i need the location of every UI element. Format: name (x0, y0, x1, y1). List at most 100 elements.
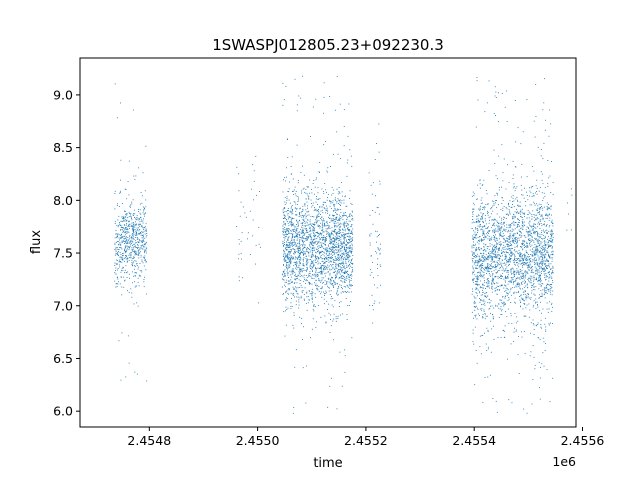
data-point (371, 294, 373, 296)
data-point (514, 291, 516, 293)
data-point (126, 277, 128, 278)
data-point (481, 259, 483, 261)
data-point (524, 282, 526, 284)
data-point (301, 287, 303, 288)
data-point (130, 240, 132, 241)
data-point (124, 241, 126, 242)
data-point (136, 230, 138, 231)
data-point (477, 268, 479, 269)
data-point (114, 249, 116, 250)
data-point (289, 257, 290, 259)
data-point (321, 288, 323, 290)
data-point (134, 218, 136, 220)
data-point (311, 278, 313, 279)
data-point (295, 273, 296, 275)
data-point (310, 337, 311, 339)
data-point (142, 172, 144, 174)
data-point (284, 256, 286, 258)
data-point (531, 185, 533, 187)
data-point (145, 199, 147, 201)
data-point (324, 241, 326, 243)
data-point (480, 226, 482, 227)
data-point (296, 208, 298, 209)
data-point (379, 180, 381, 182)
data-point (544, 221, 546, 222)
data-point (483, 225, 485, 227)
data-point (127, 226, 129, 227)
data-point (307, 237, 309, 239)
data-point (121, 294, 123, 296)
data-point (551, 310, 553, 312)
data-point (344, 214, 346, 216)
data-point (546, 206, 548, 207)
data-point (300, 269, 302, 271)
data-point (122, 241, 124, 242)
data-point (548, 135, 550, 137)
data-point (315, 274, 317, 276)
data-point (323, 262, 325, 264)
data-point (123, 267, 124, 269)
data-point (325, 228, 327, 230)
data-point (349, 267, 350, 269)
data-point (517, 282, 519, 284)
data-point (513, 259, 515, 260)
data-point (309, 230, 311, 232)
data-point (287, 232, 289, 234)
data-point (500, 241, 502, 243)
data-point (140, 254, 142, 256)
data-point (516, 210, 518, 212)
data-point (527, 231, 529, 233)
data-point (313, 234, 315, 236)
data-point (478, 278, 479, 280)
data-point (534, 223, 536, 225)
data-point (340, 257, 342, 259)
data-point (141, 220, 143, 222)
data-point (533, 232, 535, 234)
data-point (506, 208, 508, 210)
data-point (242, 206, 244, 208)
data-point (313, 247, 314, 249)
data-point (540, 281, 541, 283)
data-point (346, 284, 348, 286)
data-point (300, 222, 302, 224)
data-point (289, 228, 291, 230)
data-point (122, 266, 124, 268)
data-point (121, 216, 123, 218)
data-point (520, 216, 522, 218)
data-point (295, 214, 297, 216)
data-point (304, 205, 306, 207)
data-point (493, 229, 495, 231)
data-point (518, 277, 520, 279)
data-point (286, 254, 288, 256)
data-point (323, 251, 325, 253)
data-point (343, 223, 345, 225)
data-point (145, 222, 147, 224)
data-point (120, 102, 121, 104)
data-point (527, 267, 528, 269)
data-point (550, 245, 552, 246)
data-point (512, 218, 514, 220)
data-point (474, 309, 476, 311)
data-point (321, 246, 323, 248)
data-point (520, 143, 522, 145)
data-point (507, 270, 509, 272)
data-point (497, 231, 499, 233)
data-point (498, 248, 500, 250)
data-point (545, 265, 547, 267)
data-point (512, 217, 513, 219)
data-point (532, 186, 534, 187)
data-point (522, 299, 524, 301)
data-point (284, 227, 286, 228)
data-point (510, 261, 511, 263)
data-point (304, 191, 306, 193)
data-point (306, 296, 308, 298)
data-point (337, 246, 339, 248)
data-point (311, 298, 313, 300)
data-point (288, 293, 290, 295)
data-point (289, 243, 290, 245)
data-point (319, 198, 321, 200)
data-point (323, 298, 325, 300)
data-point (379, 183, 381, 185)
data-point (516, 284, 518, 285)
data-point (523, 254, 525, 256)
